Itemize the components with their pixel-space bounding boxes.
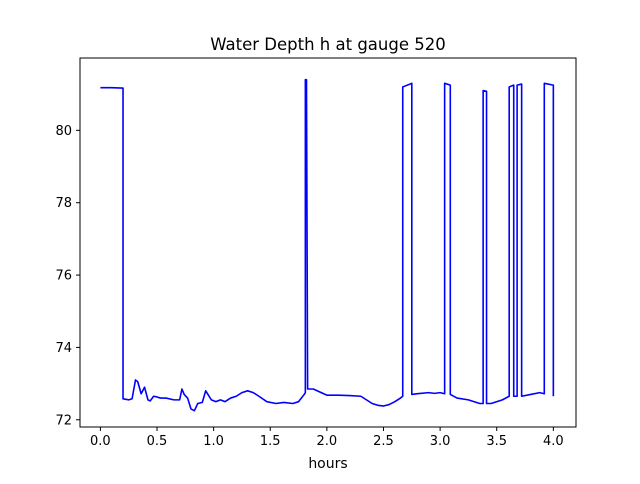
x-tick-label: 2.0 <box>317 434 338 449</box>
x-tick-label: 2.5 <box>373 434 394 449</box>
series-line-0 <box>100 78 555 412</box>
axes: 0.0 0.5 1.0 1.5 2.0 2.5 3.0 3.5 4.0 72 74 76 78 80 <box>55 57 577 449</box>
x-tick-label: 4.0 <box>543 434 564 449</box>
y-tick-label: 80 <box>55 124 72 139</box>
x-tick-label: 1.0 <box>203 434 224 449</box>
y-tick-label: 78 <box>55 196 72 211</box>
x-tick-label: 1.5 <box>260 434 281 449</box>
x-tick-label: 3.0 <box>430 434 451 449</box>
y-tick-label: 74 <box>55 341 72 356</box>
x-tick-label: 3.5 <box>486 434 507 449</box>
y-tick-label: 76 <box>55 269 72 284</box>
axes-frame <box>79 57 577 428</box>
x-tick-label: 0.5 <box>147 434 168 449</box>
y-tick-label: 72 <box>55 413 72 428</box>
x-axis-label: hours <box>308 456 347 472</box>
x-tick-label: 0.0 <box>90 434 111 449</box>
chart-title: Water Depth h at gauge 520 <box>210 35 445 54</box>
plot-area <box>100 78 555 412</box>
